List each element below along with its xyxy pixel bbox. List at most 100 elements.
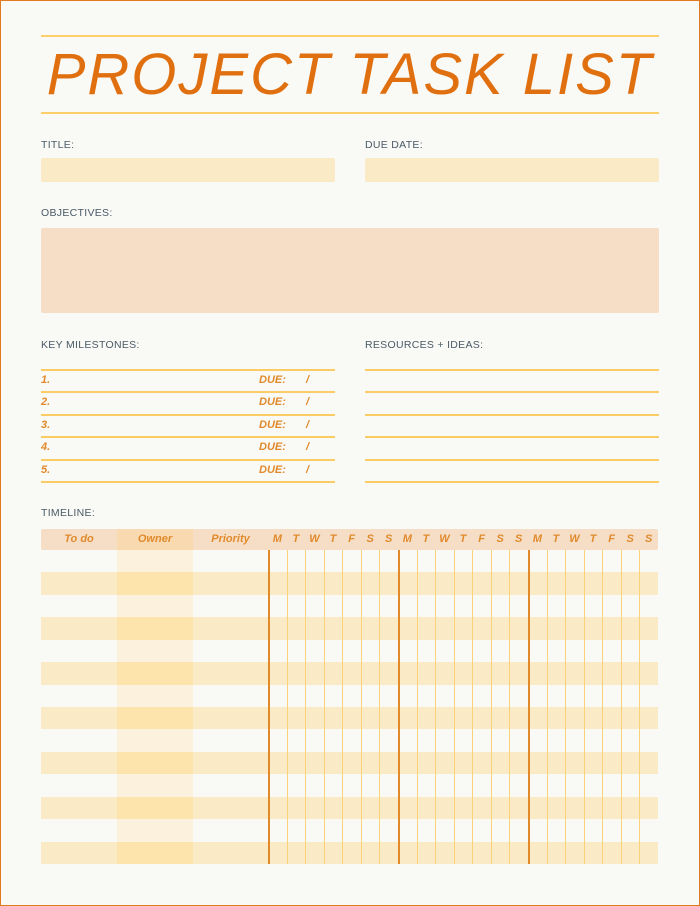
- owner-cell[interactable]: [117, 707, 193, 730]
- day-divider: [342, 550, 344, 864]
- milestone-due-label: DUE:: [259, 464, 286, 476]
- milestone-rule: [41, 369, 335, 371]
- timeline-row[interactable]: [41, 841, 658, 864]
- resources-rule: [365, 459, 659, 461]
- milestone-rule: [41, 459, 335, 461]
- owner-cell[interactable]: [117, 617, 193, 640]
- day-header: W: [439, 533, 450, 545]
- owner-cell[interactable]: [117, 662, 193, 685]
- day-header: T: [459, 533, 467, 545]
- timeline-row[interactable]: [41, 819, 658, 842]
- day-header: S: [366, 533, 374, 545]
- day-header: T: [589, 533, 597, 545]
- milestone-due-label: DUE:: [259, 419, 286, 431]
- timeline-row[interactable]: [41, 639, 658, 663]
- milestone-rule: [41, 391, 335, 393]
- milestone-due-slash: /: [306, 464, 310, 476]
- day-header: S: [626, 533, 634, 545]
- day-header: M: [402, 533, 412, 545]
- milestone-number: 1.: [41, 374, 51, 386]
- day-header: M: [272, 533, 282, 545]
- owner-cell[interactable]: [117, 774, 193, 797]
- timeline-row[interactable]: [41, 572, 658, 595]
- day-header: S: [385, 533, 393, 545]
- day-divider: [490, 550, 492, 864]
- day-header: W: [569, 533, 580, 545]
- day-header: S: [496, 533, 504, 545]
- day-divider: [472, 550, 474, 864]
- owner-cell[interactable]: [117, 572, 193, 595]
- milestone-number: 3.: [41, 419, 51, 431]
- timeline-row[interactable]: [41, 662, 658, 685]
- day-divider: [546, 550, 548, 864]
- day-header: F: [478, 533, 485, 545]
- key-milestones-label: KEY MILESTONES:: [41, 339, 140, 351]
- milestone-rule: [41, 436, 335, 438]
- title-label: TITLE:: [41, 139, 75, 151]
- milestone-due-label: DUE:: [259, 374, 286, 386]
- milestone-number: 2.: [41, 396, 51, 408]
- day-divider: [565, 550, 567, 864]
- milestone-rule: [41, 414, 335, 416]
- owner-cell[interactable]: [117, 819, 193, 842]
- title-rule-bottom: [41, 112, 659, 114]
- owner-cell[interactable]: [117, 841, 193, 864]
- milestone-rule: [41, 481, 335, 483]
- day-header: T: [552, 533, 560, 545]
- timeline-row[interactable]: [41, 617, 658, 640]
- timeline-row[interactable]: [41, 796, 658, 820]
- resources-ideas-label: RESOURCES + IDEAS:: [365, 339, 484, 351]
- day-divider: [583, 550, 585, 864]
- column-header-owner: Owner: [137, 533, 173, 545]
- milestone-due-slash: /: [306, 374, 310, 386]
- resources-rule: [365, 436, 659, 438]
- timeline-row[interactable]: [41, 729, 658, 752]
- timeline-row[interactable]: [41, 550, 658, 573]
- title-rule-top: [41, 35, 659, 37]
- owner-cell[interactable]: [117, 594, 193, 618]
- day-divider: [620, 550, 622, 864]
- timeline-row[interactable]: [41, 707, 658, 730]
- timeline-row[interactable]: [41, 751, 658, 775]
- timeline-row[interactable]: [41, 774, 658, 797]
- week-divider: [268, 550, 270, 864]
- objectives-label: OBJECTIVES:: [41, 207, 113, 219]
- day-divider: [453, 550, 455, 864]
- timeline-row[interactable]: [41, 594, 658, 618]
- due-date-field[interactable]: [365, 158, 659, 182]
- day-divider: [305, 550, 307, 864]
- due-date-label: DUE DATE:: [365, 139, 423, 151]
- column-header-todo: To do: [64, 533, 94, 545]
- column-header-priority: Priority: [211, 533, 250, 545]
- resources-rule: [365, 481, 659, 483]
- objectives-field[interactable]: [41, 228, 659, 313]
- day-divider: [435, 550, 437, 864]
- owner-cell[interactable]: [117, 729, 193, 752]
- owner-cell[interactable]: [117, 684, 193, 707]
- resources-rule: [365, 369, 659, 371]
- day-divider: [323, 550, 325, 864]
- owner-cell[interactable]: [117, 751, 193, 775]
- milestone-number: 5.: [41, 464, 51, 476]
- owner-cell[interactable]: [117, 639, 193, 663]
- day-divider: [416, 550, 418, 864]
- day-divider: [360, 550, 362, 864]
- milestone-number: 4.: [41, 441, 51, 453]
- day-divider: [639, 550, 641, 864]
- day-header: F: [608, 533, 615, 545]
- day-header: S: [515, 533, 523, 545]
- resources-rule: [365, 391, 659, 393]
- timeline-row[interactable]: [41, 684, 658, 707]
- timeline-header-row: [41, 529, 658, 550]
- day-header: S: [645, 533, 653, 545]
- day-header: W: [309, 533, 320, 545]
- owner-cell[interactable]: [117, 796, 193, 820]
- owner-header-highlight: [117, 529, 193, 550]
- day-divider: [602, 550, 604, 864]
- title-field[interactable]: [41, 158, 335, 182]
- owner-cell[interactable]: [117, 550, 193, 573]
- resources-rule: [365, 414, 659, 416]
- milestone-due-label: DUE:: [259, 441, 286, 453]
- week-divider: [528, 550, 530, 864]
- week-divider: [398, 550, 400, 864]
